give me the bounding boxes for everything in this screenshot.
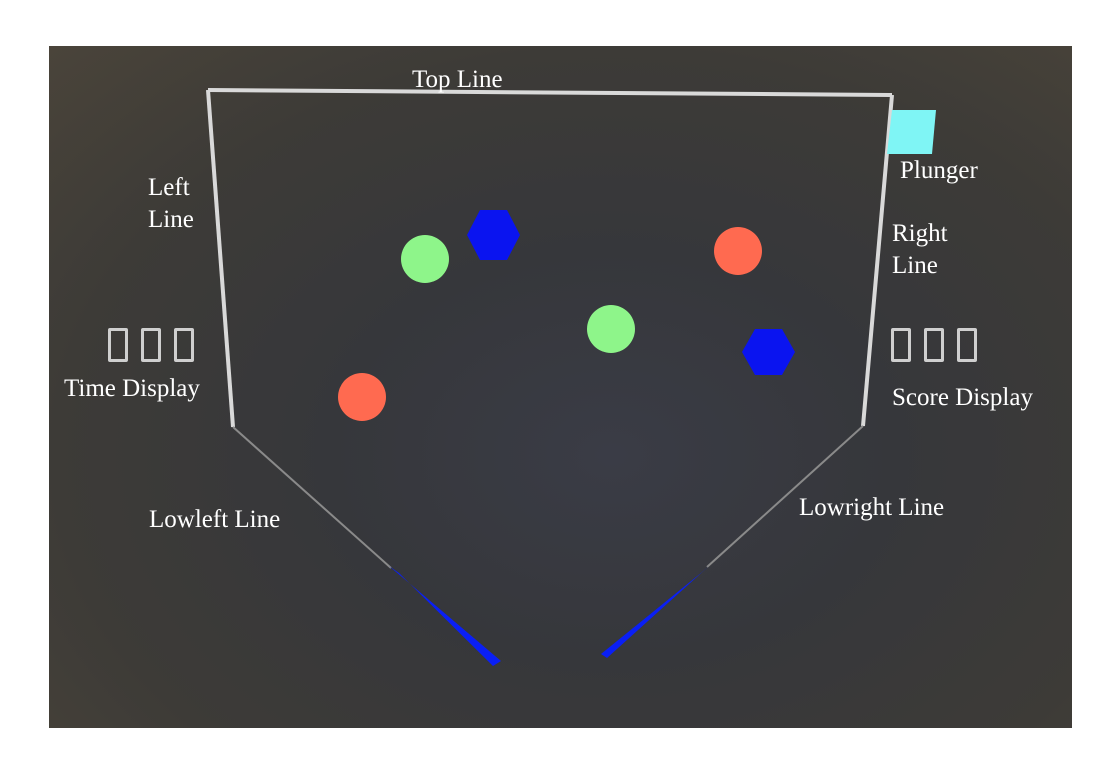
left-line bbox=[206, 89, 235, 428]
game-screen: Top Line Left Line Right Line Plunger Ti… bbox=[49, 46, 1072, 728]
green-ball bbox=[587, 305, 635, 353]
lowleft-line-label: Lowleft Line bbox=[149, 506, 281, 533]
time-digit bbox=[141, 328, 161, 362]
left-flipper[interactable] bbox=[389, 566, 501, 666]
score-display-label: Score Display bbox=[892, 384, 1033, 411]
top-line bbox=[207, 88, 893, 97]
time-display bbox=[108, 328, 194, 362]
red-ball bbox=[338, 373, 386, 421]
right-line bbox=[861, 94, 894, 427]
pinball-board bbox=[206, 88, 936, 666]
score-display bbox=[891, 328, 977, 362]
green-ball bbox=[401, 235, 449, 283]
blue-hexagon bbox=[742, 329, 795, 375]
right-flipper[interactable] bbox=[601, 566, 709, 658]
right-line-label: Right Line bbox=[892, 220, 948, 279]
time-digit bbox=[174, 328, 194, 362]
lowright-line bbox=[706, 425, 864, 568]
blue-hexagon bbox=[467, 210, 520, 260]
left-line-label: Left Line bbox=[148, 174, 194, 233]
score-digit bbox=[957, 328, 977, 362]
plunger[interactable] bbox=[887, 110, 936, 154]
plunger-label: Plunger bbox=[900, 157, 978, 184]
lowright-line-label: Lowright Line bbox=[799, 494, 945, 521]
time-display-label: Time Display bbox=[64, 375, 200, 402]
score-digit bbox=[924, 328, 944, 362]
lowleft-line bbox=[232, 426, 392, 569]
top-line-label: Top Line bbox=[412, 66, 503, 93]
score-digit bbox=[891, 328, 911, 362]
red-ball bbox=[714, 227, 762, 275]
time-digit bbox=[108, 328, 128, 362]
